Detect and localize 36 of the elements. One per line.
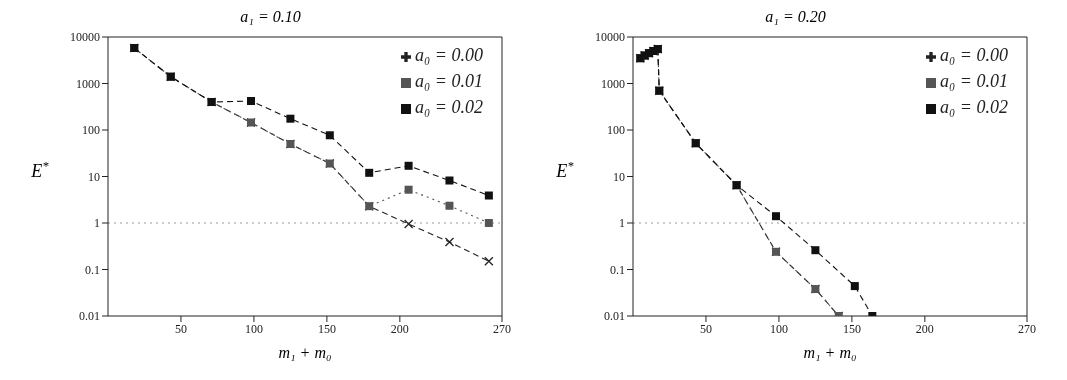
y-tick-label: 10000: [595, 30, 625, 45]
y-axis-title: E$^{*}$: [555, 158, 575, 181]
x-tick-label: 270: [1018, 321, 1036, 336]
chart-title: a₁ = 0.10: [239, 8, 302, 27]
legend-label: a₀ = 0.02: [940, 97, 1008, 117]
y-tick-label: 1: [94, 216, 100, 231]
y-tick-label: 10000: [70, 30, 100, 45]
y-tick-label: 10: [88, 169, 100, 184]
y-tick-label: 0.01: [604, 309, 625, 324]
x-tick-label: 200: [390, 321, 409, 336]
y-tick-label: 1000: [601, 76, 625, 91]
legend-label: a₀ = 0.02: [415, 97, 483, 117]
y-tick-label: 0.1: [85, 262, 100, 277]
x-tick-label: 50: [174, 321, 187, 336]
x-tick-label: 100: [244, 321, 263, 336]
y-tick-label: 1000: [76, 76, 100, 91]
legend-label: a₀ = 0.00: [415, 45, 483, 65]
y-axis-title: E$^{*}$: [30, 158, 50, 181]
x-tick-label: 150: [842, 321, 861, 336]
y-tick-label: 0.01: [79, 309, 100, 324]
x-tick-label: 200: [915, 321, 934, 336]
y-tick-label: 1: [619, 216, 625, 231]
legend-label: a₀ = 0.00: [940, 45, 1008, 65]
x-tick-label: 50: [699, 321, 712, 336]
y-tick-label: 100: [82, 123, 100, 138]
x-axis-title: m₁ + m₀: [278, 344, 332, 361]
chart-title: a₁ = 0.20: [764, 8, 827, 27]
y-tick-label: 100: [607, 123, 625, 138]
x-tick-label: 150: [317, 321, 336, 336]
x-tick-label: 100: [769, 321, 788, 336]
x-axis-title: m₁ + m₀: [803, 344, 857, 361]
legend-label: a₀ = 0.01: [415, 71, 483, 91]
y-tick-label: 0.1: [610, 262, 625, 277]
legend-label: a₀ = 0.01: [940, 71, 1008, 91]
x-tick-label: 270: [493, 321, 511, 336]
y-tick-label: 10: [613, 169, 625, 184]
